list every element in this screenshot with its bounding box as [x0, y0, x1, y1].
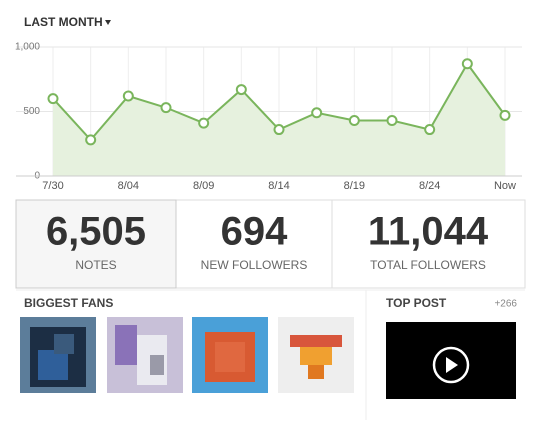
fan-avatar[interactable]: [192, 317, 268, 393]
stats: 6,505 NOTES 694 NEW FOLLOWERS 11,044 TOTAL FO…: [46, 210, 489, 273]
fan-avatar[interactable]: [20, 317, 96, 393]
y-tick-label: 1,000: [15, 42, 40, 53]
x-tick-label: 8/14: [268, 180, 289, 192]
point: [499, 109, 511, 121]
point: [348, 115, 360, 127]
point: [386, 115, 398, 127]
point: [273, 124, 285, 136]
play-button[interactable]: [432, 346, 470, 384]
point: [160, 102, 172, 114]
fans-title: BIGGEST FANS: [24, 296, 113, 310]
top-post-title: TOP POST: [386, 296, 447, 310]
x-tick-label: 8/09: [193, 180, 214, 192]
play-icon: [446, 357, 458, 373]
point: [198, 117, 210, 129]
stat-label: NOTES: [75, 258, 116, 272]
stat-value: 694: [221, 210, 288, 254]
point: [461, 58, 473, 70]
stat-value: 11,044: [368, 210, 489, 254]
area: [53, 63, 505, 176]
fan-avatar[interactable]: [278, 317, 354, 393]
point: [424, 124, 436, 136]
x-tick-label: 7/30: [42, 180, 63, 192]
dropdown-arrow[interactable]: [105, 20, 111, 25]
period-dropdown[interactable]: LAST MONTH: [24, 15, 103, 29]
point: [122, 90, 134, 102]
point: [235, 84, 247, 96]
stat-value: 6,505: [46, 210, 146, 254]
y-tick-label: 500: [23, 106, 40, 117]
top-post-count: +266: [494, 299, 517, 310]
stat-label: NEW FOLLOWERS: [201, 258, 308, 272]
stat-label: TOTAL FOLLOWERS: [370, 258, 486, 272]
x-tick-label: 8/24: [419, 180, 440, 192]
stat-box-selected[interactable]: [15, 199, 177, 289]
point: [85, 134, 97, 146]
fan-avatar[interactable]: [107, 317, 183, 393]
point: [311, 107, 323, 119]
x-tick-label: 8/04: [118, 180, 139, 192]
x-tick-label: 8/19: [344, 180, 365, 192]
x-tick-label: Now: [494, 180, 516, 192]
point: [47, 93, 59, 105]
